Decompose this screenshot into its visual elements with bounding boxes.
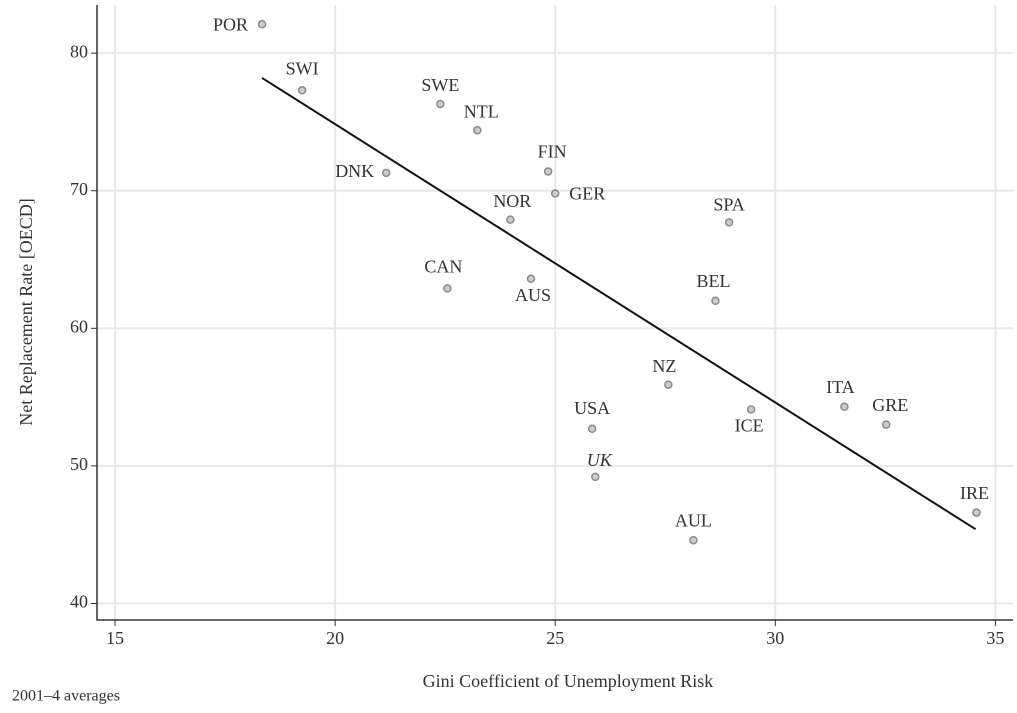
y-tick-label: 80	[70, 41, 88, 61]
x-tick-label: 25	[546, 628, 564, 648]
point	[711, 296, 720, 306]
x-tick-label: 35	[986, 628, 1004, 648]
point	[881, 420, 891, 429]
point-label: SPA	[713, 195, 744, 215]
point	[724, 218, 734, 227]
x-tick-label: 20	[326, 628, 344, 648]
point	[591, 472, 600, 482]
point-label: GER	[569, 184, 605, 204]
point	[473, 125, 482, 135]
point	[746, 405, 756, 414]
point	[381, 168, 391, 178]
point	[840, 402, 849, 411]
point-label: AUS	[515, 285, 551, 305]
point	[587, 424, 597, 434]
note: 2001–4 averages	[12, 688, 120, 705]
point-label: SWE	[421, 75, 459, 95]
point-label: DNK	[335, 161, 374, 181]
point-label: UK	[587, 450, 613, 470]
point	[257, 20, 267, 29]
point-label: BEL	[696, 271, 730, 291]
y-tick-label: 70	[70, 179, 88, 199]
point-label: ITA	[826, 377, 855, 397]
point-label: NZ	[652, 356, 676, 376]
point	[526, 274, 536, 284]
point-label: NOR	[493, 191, 531, 211]
y-tick-label: 40	[70, 592, 88, 612]
x-axis-label: Gini Coefficient of Unemployment Risk	[423, 671, 714, 691]
fit-line	[261, 77, 977, 531]
point-label: CAN	[424, 257, 462, 277]
point	[550, 189, 560, 198]
y-axis-label: Net Replacement Rate [OECD]	[16, 198, 36, 425]
x-tick-label: 30	[766, 628, 784, 648]
point-label: NTL	[464, 101, 499, 121]
y-tick-label: 50	[70, 454, 88, 474]
point	[543, 167, 553, 176]
point-label: AUL	[675, 510, 712, 530]
point	[664, 380, 673, 389]
axes	[96, 5, 1013, 621]
point-label: ICE	[735, 416, 764, 436]
point	[972, 508, 981, 517]
point-label: GRE	[872, 395, 908, 415]
x-tick-label: 15	[106, 628, 124, 648]
point	[443, 284, 452, 293]
point-label: FIN	[538, 142, 567, 162]
point	[297, 86, 307, 95]
point	[689, 535, 698, 545]
point-label: USA	[574, 398, 610, 418]
point	[436, 99, 445, 109]
y-tick-label: 60	[70, 316, 88, 336]
point-label: IRE	[960, 483, 989, 503]
point-label: SWI	[286, 58, 319, 78]
point-label: POR	[213, 14, 248, 34]
point	[506, 215, 515, 224]
